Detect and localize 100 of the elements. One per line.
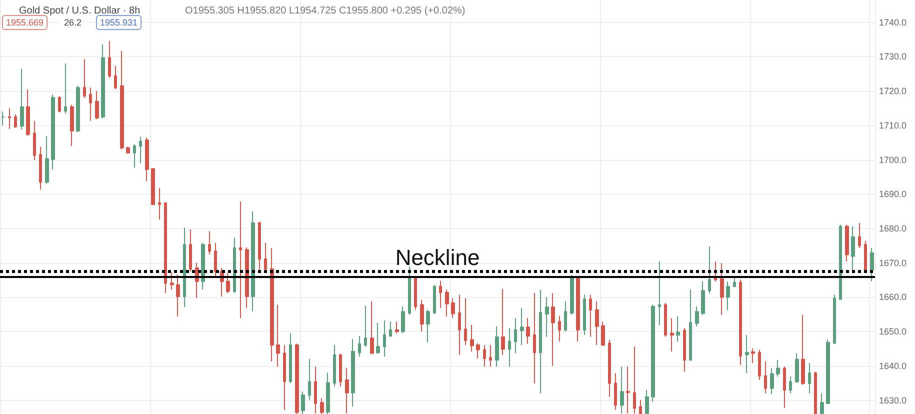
y-tick-label: 1720.0: [879, 86, 907, 96]
candlestick: [264, 242, 267, 271]
candlestick: [276, 304, 280, 368]
candlestick: [151, 168, 155, 206]
candlestick: [283, 344, 286, 410]
candlestick: [639, 399, 642, 414]
candlestick: [514, 318, 517, 354]
candlestick: [208, 230, 211, 256]
y-tick-label: 1740.0: [879, 17, 907, 28]
candlestick: [520, 308, 524, 346]
candlestick: [426, 309, 430, 344]
candlestick: [539, 289, 542, 394]
candlestick: [570, 274, 574, 316]
candlestick: [595, 300, 599, 346]
candlestick: [408, 266, 411, 316]
candlestick: [76, 85, 80, 133]
candlestick: [614, 372, 617, 410]
candlestick: [764, 360, 767, 394]
candlestick: [414, 276, 417, 310]
candlestick: [451, 298, 455, 319]
candlestick: [545, 296, 549, 338]
candlestick: [770, 368, 774, 395]
y-tick-label: 1710.0: [879, 120, 907, 130]
y-tick-label: 1690.0: [879, 189, 907, 200]
candlestick: [333, 344, 336, 388]
candlestick: [708, 246, 711, 294]
candlestick: [726, 280, 730, 310]
candlestick: [158, 187, 161, 220]
candlestick: [626, 366, 630, 414]
candlestick: [483, 344, 486, 368]
candlestick: [839, 224, 842, 300]
candlestick: [608, 339, 611, 398]
candlestick: [508, 328, 511, 368]
candlestick: [808, 362, 811, 394]
candlestick: [214, 242, 217, 278]
y-tick-label: 1730.0: [879, 52, 907, 62]
candlestick: [620, 366, 624, 414]
candlestick: [376, 322, 380, 354]
candlestick: [689, 289, 692, 362]
candlestick: [58, 96, 61, 113]
candlestick: [233, 237, 236, 294]
candlestick: [476, 342, 480, 359]
candlestick: [176, 274, 180, 317]
candlestick: [558, 315, 561, 342]
candlestick: [51, 94, 55, 170]
candlestick: [170, 272, 174, 290]
candlestick: [870, 248, 874, 282]
candlestick: [776, 360, 780, 378]
candlestick: [864, 240, 867, 272]
candlestick: [651, 304, 655, 402]
candlestick: [258, 221, 261, 270]
candlestick: [114, 65, 117, 90]
candlestick: [139, 136, 142, 164]
candlestick: [789, 376, 792, 394]
annotation: 1955.669: [6, 18, 44, 28]
candlestick: [858, 222, 861, 249]
candlestick: [445, 289, 449, 317]
candlestick: [395, 321, 399, 334]
candlestick: [670, 318, 674, 352]
candlestick: [495, 326, 499, 368]
y-tick-label: 1650.0: [879, 326, 907, 337]
candlestick: [301, 391, 305, 414]
candlestick: [295, 343, 299, 414]
y-tick-label: 1640.0: [879, 360, 907, 371]
y-tick-label: 1630.0: [879, 395, 907, 406]
candlestick: [464, 298, 467, 346]
candlestick: [583, 294, 586, 336]
candlestick: [420, 299, 424, 332]
candlestick: [70, 104, 74, 147]
candlestick: [714, 260, 717, 282]
candlestick: [601, 321, 605, 346]
candlestick: [314, 366, 317, 414]
candlestick: [308, 358, 311, 401]
candlestick: [676, 316, 680, 342]
candlestick: [795, 352, 799, 384]
candlestick: [683, 328, 686, 372]
candlestick: [351, 338, 355, 408]
y-tick-label: 1670.0: [879, 258, 907, 268]
candlestick: [83, 58, 86, 98]
candlestick: [270, 248, 274, 362]
candlestick: [370, 300, 374, 354]
annotation: 1955.931: [100, 18, 138, 28]
candlestick: [739, 279, 742, 366]
candlestick: [364, 305, 367, 348]
text: O1955.305 H1955.820 L1954.725 C1955.800 +0.295 (+0.02%): [185, 6, 466, 16]
candlestick: [289, 332, 292, 384]
candlestick: [751, 348, 755, 364]
candlestick: [664, 302, 667, 338]
candlestick: [20, 68, 24, 130]
candlestick: [201, 242, 205, 290]
candlestick: [576, 275, 580, 342]
candlestick: [39, 146, 42, 190]
candlestick: [108, 40, 111, 78]
candlestick: [33, 120, 36, 161]
candlestick: [133, 144, 136, 168]
candlestick: [383, 320, 386, 358]
candlestick: [101, 44, 105, 120]
candlestick: [126, 146, 130, 154]
candlestick: [720, 262, 724, 316]
candlestick: [145, 137, 149, 182]
